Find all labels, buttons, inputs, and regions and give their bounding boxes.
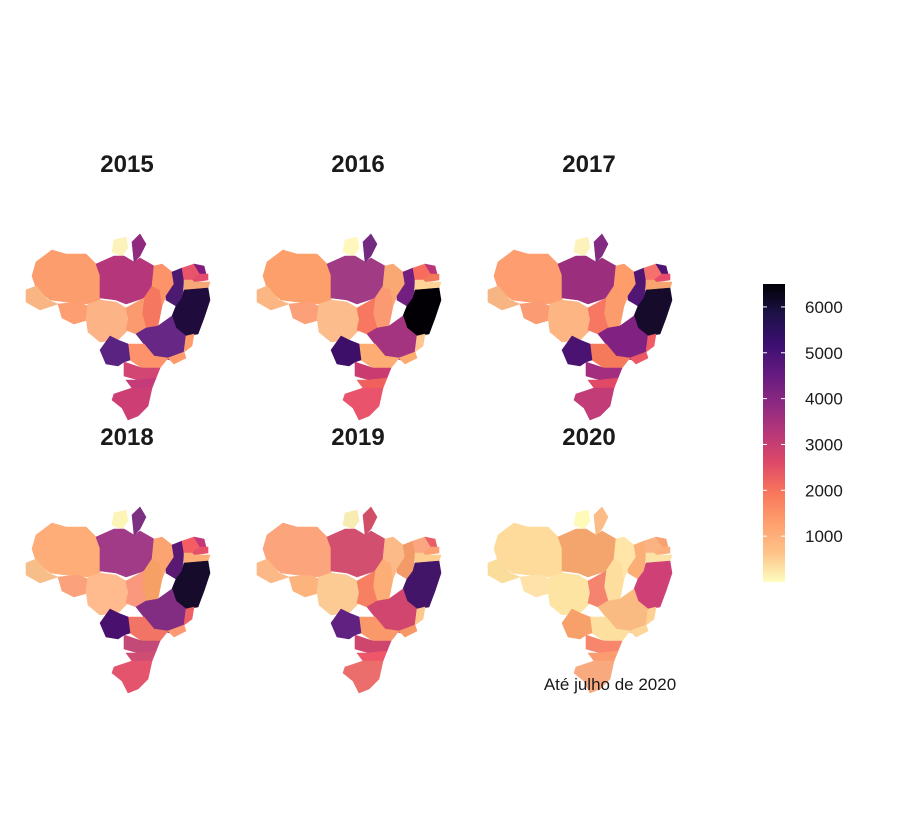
map-panel-2018 (25, 506, 211, 694)
state-pb (653, 546, 671, 556)
state-ms (561, 335, 593, 367)
state-sp (589, 343, 631, 369)
legend-tick-label: 4000 (805, 390, 843, 409)
state-ms (330, 608, 362, 640)
state-rj (398, 351, 418, 365)
state-rj (398, 624, 418, 638)
map-panel-2015 (25, 233, 211, 421)
map-panel-2016 (256, 233, 442, 421)
state-ap (362, 506, 378, 536)
state-ro (57, 301, 89, 325)
state-sp (127, 343, 169, 369)
state-rs (342, 660, 384, 694)
state-es (414, 333, 426, 353)
state-pb (422, 546, 440, 556)
state-rs (573, 660, 615, 694)
panel-title-2019: 2019 (331, 424, 384, 451)
state-ms (99, 608, 131, 640)
state-ap (362, 233, 378, 263)
state-rs (111, 387, 153, 421)
state-mt (547, 299, 591, 343)
state-ap (131, 506, 147, 536)
state-rr (111, 236, 129, 257)
state-rr (573, 236, 591, 257)
state-pb (191, 273, 209, 283)
legend-tick-label: 6000 (805, 298, 843, 317)
panel-title-2018: 2018 (100, 424, 153, 451)
legend-ticks: 1000 2000 3000 4000 5000 6000 (763, 298, 843, 546)
panel-title-2016: 2016 (331, 151, 384, 178)
state-mt (316, 572, 360, 616)
panel-title-2015: 2015 (100, 151, 153, 178)
state-rr (342, 509, 360, 530)
state-ms (561, 608, 593, 640)
state-sp (127, 616, 169, 642)
state-ap (131, 233, 147, 263)
state-rs (573, 387, 615, 421)
state-rj (629, 351, 649, 365)
legend-tick-label: 2000 (805, 481, 843, 500)
state-mt (85, 572, 129, 616)
state-pb (422, 273, 440, 283)
state-rs (111, 660, 153, 694)
state-es (183, 606, 195, 626)
state-ro (288, 301, 320, 325)
caption: Até julho de 2020 (544, 675, 676, 694)
state-sc (356, 377, 388, 389)
state-sp (589, 616, 631, 642)
state-es (645, 606, 657, 626)
color-legend: 1000 2000 3000 4000 5000 6000 (763, 284, 843, 582)
state-sp (358, 616, 400, 642)
state-ap (593, 233, 609, 263)
state-mt (85, 299, 129, 343)
state-rr (111, 509, 129, 530)
state-pb (191, 546, 209, 556)
state-mt (547, 572, 591, 616)
state-ap (593, 506, 609, 536)
state-ro (288, 574, 320, 598)
state-ms (99, 335, 131, 367)
state-sp (358, 343, 400, 369)
legend-tick-label: 3000 (805, 435, 843, 454)
state-mt (316, 299, 360, 343)
state-es (645, 333, 657, 353)
state-sc (587, 377, 619, 389)
state-ms (330, 335, 362, 367)
state-rj (167, 351, 187, 365)
legend-tick-label: 1000 (805, 527, 843, 546)
map-panel-2020 (487, 506, 673, 694)
state-rr (573, 509, 591, 530)
state-ro (519, 574, 551, 598)
state-sc (356, 650, 388, 662)
legend-colorbar (763, 284, 785, 582)
map-panels: 2015 2016 2017 2018 2019 2020 (25, 151, 673, 694)
state-rr (342, 236, 360, 257)
state-ro (57, 574, 89, 598)
state-pb (653, 273, 671, 283)
state-es (183, 333, 195, 353)
state-rj (629, 624, 649, 638)
state-sc (587, 650, 619, 662)
map-panel-2019 (256, 506, 442, 694)
state-es (414, 606, 426, 626)
state-rj (167, 624, 187, 638)
state-ro (519, 301, 551, 325)
state-sc (125, 377, 157, 389)
legend-tick-label: 5000 (805, 344, 843, 363)
state-rs (342, 387, 384, 421)
panel-title-2020: 2020 (562, 424, 615, 451)
state-sc (125, 650, 157, 662)
map-panel-2017 (487, 233, 673, 421)
panel-title-2017: 2017 (562, 151, 615, 178)
